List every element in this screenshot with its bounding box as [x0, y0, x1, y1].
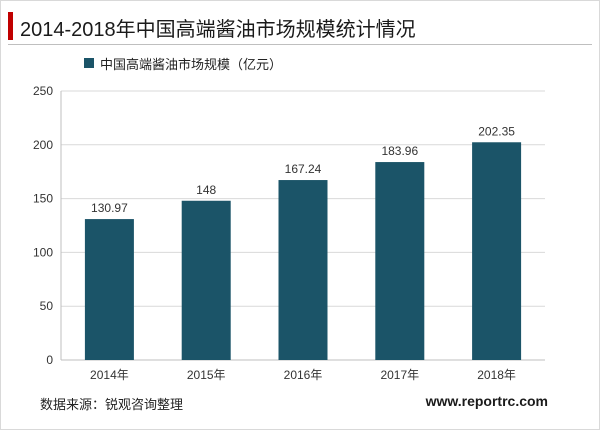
- data-label: 130.97: [91, 201, 128, 215]
- x-tick-label: 2017年: [380, 368, 419, 382]
- data-label: 148: [196, 183, 216, 197]
- website-label: www.reportrc.com: [425, 393, 548, 409]
- chart-title: 2014-2018年中国高端酱油市场规模统计情况: [20, 19, 416, 41]
- y-tick-label: 150: [33, 192, 53, 206]
- bar: [375, 162, 425, 360]
- title-divider: [8, 44, 592, 45]
- x-tick-label: 2018年: [477, 368, 516, 382]
- legend: 中国高端酱油市场规模（亿元）: [84, 54, 282, 72]
- y-tick-label: 250: [33, 84, 53, 98]
- bar: [472, 142, 522, 360]
- x-tick-label: 2016年: [284, 368, 323, 382]
- title-area: 2014-2018年中国高端酱油市场规模统计情况: [0, 0, 600, 45]
- y-tick-label: 50: [40, 299, 54, 313]
- legend-label: 中国高端酱油市场规模（亿元）: [100, 56, 283, 72]
- bar: [278, 180, 328, 360]
- y-tick-label: 0: [46, 353, 53, 367]
- y-tick-label: 200: [33, 138, 53, 152]
- bar: [181, 200, 231, 360]
- legend-swatch: [84, 58, 94, 68]
- data-label: 183.96: [381, 144, 418, 158]
- x-tick-label: 2014年: [90, 368, 129, 382]
- data-label: 202.35: [478, 124, 515, 138]
- x-tick-label: 2015年: [187, 368, 226, 382]
- data-label: 167.24: [285, 162, 322, 176]
- source-note: 数据来源：锐观咨询整理: [40, 397, 184, 412]
- title-accent-bar: [8, 12, 13, 40]
- y-tick-label: 100: [33, 245, 53, 259]
- bar: [84, 219, 134, 360]
